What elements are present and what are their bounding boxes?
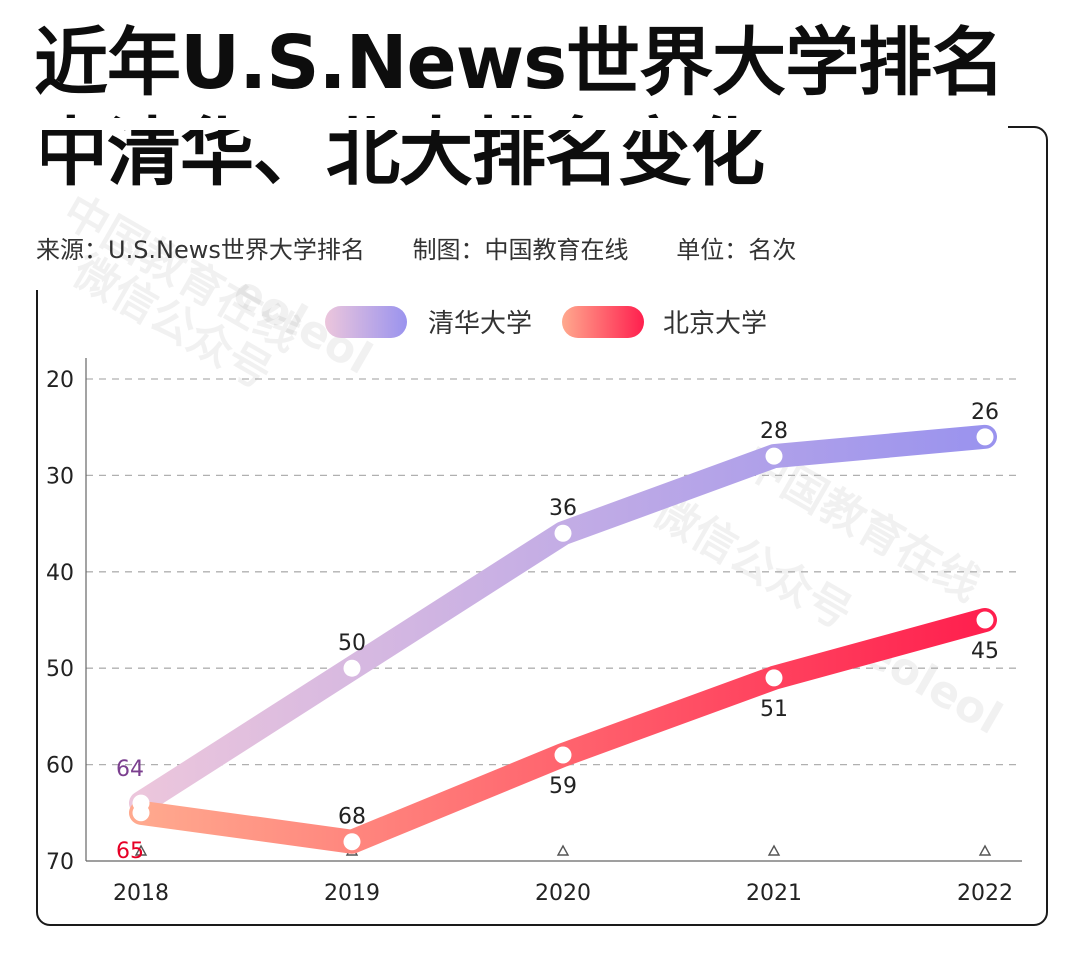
data-point-pku — [976, 611, 994, 629]
legend-label-tsinghua: 清华大学 — [428, 309, 532, 339]
x-tick-label: 2019 — [324, 881, 380, 906]
y-tick-label: 30 — [46, 464, 74, 489]
chart-title-line1: 近年U.S.News世界大学排名 — [34, 20, 1005, 106]
data-label: 45 — [971, 639, 999, 664]
x-tick-marker — [556, 844, 570, 856]
x-tick-label: 2018 — [113, 881, 169, 906]
maker-text: 制图：中国教育在线 — [412, 236, 629, 264]
data-point-tsinghua — [554, 524, 572, 542]
data-point-pku — [765, 669, 783, 687]
legend-label-pku: 北京大学 — [663, 309, 767, 339]
chart-meta: 来源：U.S.News世界大学排名 制图：中国教育在线 单位：名次 — [36, 230, 836, 265]
x-tick-marker — [134, 844, 148, 856]
unit-text: 单位：名次 — [676, 236, 797, 264]
legend-swatch-tsinghua — [325, 306, 407, 338]
data-label: 65 — [116, 839, 144, 864]
data-label: 26 — [971, 400, 999, 425]
data-point-pku — [343, 833, 361, 851]
x-tick-marker — [767, 844, 781, 856]
data-labels: 64 50 36 28 26 65 68 59 51 45 — [116, 400, 999, 864]
data-label: 36 — [549, 496, 577, 521]
data-point-tsinghua — [976, 428, 994, 446]
data-point-tsinghua — [765, 447, 783, 465]
data-label: 59 — [549, 774, 577, 799]
legend-swatch-pku — [562, 306, 644, 338]
data-label: 28 — [760, 419, 788, 444]
data-label: 51 — [760, 697, 788, 722]
y-tick-label: 60 — [46, 754, 74, 779]
x-tick-label: 2020 — [535, 881, 591, 906]
frame-gap-left — [28, 118, 42, 290]
data-point-tsinghua — [343, 659, 361, 677]
data-points — [132, 428, 994, 851]
y-tick-label: 20 — [46, 368, 74, 393]
frame-gap-top — [30, 118, 1008, 130]
source-text: 来源：U.S.News世界大学排名 — [36, 236, 365, 264]
axes: 20 30 40 50 60 70 2018 2019 2020 2021 2022 — [46, 358, 1022, 906]
data-point-pku — [132, 804, 150, 822]
x-tick-marker — [978, 844, 992, 856]
y-tick-label: 40 — [46, 561, 74, 586]
data-label: 64 — [116, 757, 144, 782]
data-label: 50 — [338, 631, 366, 656]
data-point-pku — [554, 746, 572, 764]
y-tick-label: 70 — [46, 850, 74, 875]
y-tick-label: 50 — [46, 657, 74, 682]
chart-legend: 清华大学 北京大学 — [325, 306, 767, 339]
data-label: 68 — [338, 805, 366, 830]
x-tick-label: 2021 — [746, 881, 802, 906]
x-tick-label: 2022 — [957, 881, 1013, 906]
